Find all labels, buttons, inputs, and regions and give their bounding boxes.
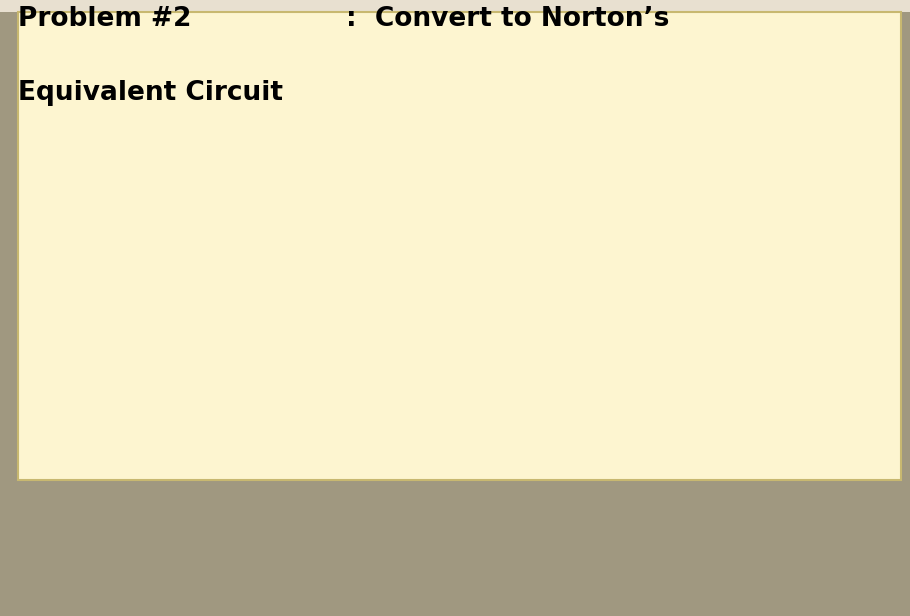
Text: 5 k$\Omega$: 5 k$\Omega$ — [57, 291, 94, 307]
Text: $a$: $a$ — [801, 190, 813, 209]
Text: $i_x$: $i_x$ — [305, 161, 318, 182]
Text: 7 V: 7 V — [367, 291, 394, 309]
Text: $2I_x$: $2I_x$ — [393, 22, 420, 42]
Text: 1 k$\Omega$: 1 k$\Omega$ — [650, 291, 686, 307]
Text: +: + — [294, 278, 307, 293]
Text: −: − — [294, 302, 308, 320]
Text: $b$: $b$ — [801, 391, 814, 408]
Text: :  Convert to Norton’s: : Convert to Norton’s — [346, 6, 669, 32]
Text: 5 k$\Omega$: 5 k$\Omega$ — [671, 165, 707, 181]
Text: Equivalent Circuit: Equivalent Circuit — [18, 80, 283, 106]
Text: 4 k$\Omega$: 4 k$\Omega$ — [401, 165, 438, 181]
Text: Problem #2: Problem #2 — [18, 6, 192, 32]
